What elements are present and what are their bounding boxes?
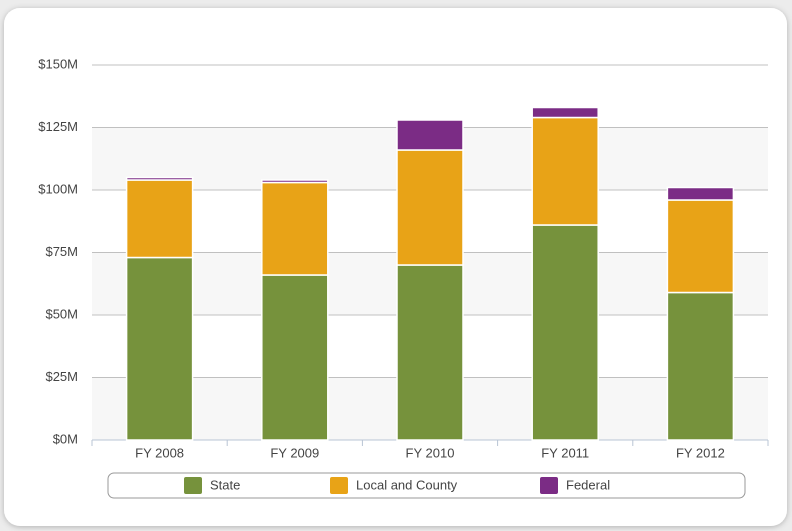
x-tick-label: FY 2010 — [406, 445, 455, 460]
bar-segment — [125, 256, 194, 441]
y-tick-label: $150M — [38, 56, 78, 71]
bar-segment — [666, 199, 735, 294]
legend-swatch — [540, 477, 558, 494]
bar-segment — [125, 179, 194, 259]
y-tick-label: $125M — [38, 119, 78, 134]
bar-segment — [261, 179, 329, 184]
bar-segment — [261, 274, 329, 441]
bar-segment — [666, 291, 735, 441]
legend-label: Federal — [566, 477, 610, 492]
bar-segment — [666, 186, 735, 201]
y-tick-label: $50M — [45, 306, 78, 321]
bar-segment — [531, 116, 599, 226]
bar-segment — [261, 181, 329, 276]
x-tick-label: FY 2008 — [135, 445, 184, 460]
y-tick-label: $25M — [45, 369, 78, 384]
legend-swatch — [330, 477, 348, 494]
x-tick-label: FY 2012 — [676, 445, 725, 460]
bar-segment — [531, 224, 599, 441]
y-tick-label: $75M — [45, 244, 78, 259]
x-tick-label: FY 2011 — [541, 445, 589, 460]
bar-segment — [531, 106, 599, 119]
bar-segment — [396, 149, 464, 266]
y-tick-label: $100M — [38, 181, 78, 196]
legend-box — [107, 472, 746, 499]
legend-label: State — [210, 477, 240, 492]
y-tick-label: $0M — [53, 431, 78, 446]
bar-segment — [396, 264, 464, 441]
x-tick-label: FY 2009 — [270, 445, 319, 460]
bar-segment — [125, 176, 194, 181]
bar-segment — [396, 119, 464, 151]
legend-label: Local and County — [356, 477, 458, 492]
legend-swatch — [184, 477, 202, 494]
